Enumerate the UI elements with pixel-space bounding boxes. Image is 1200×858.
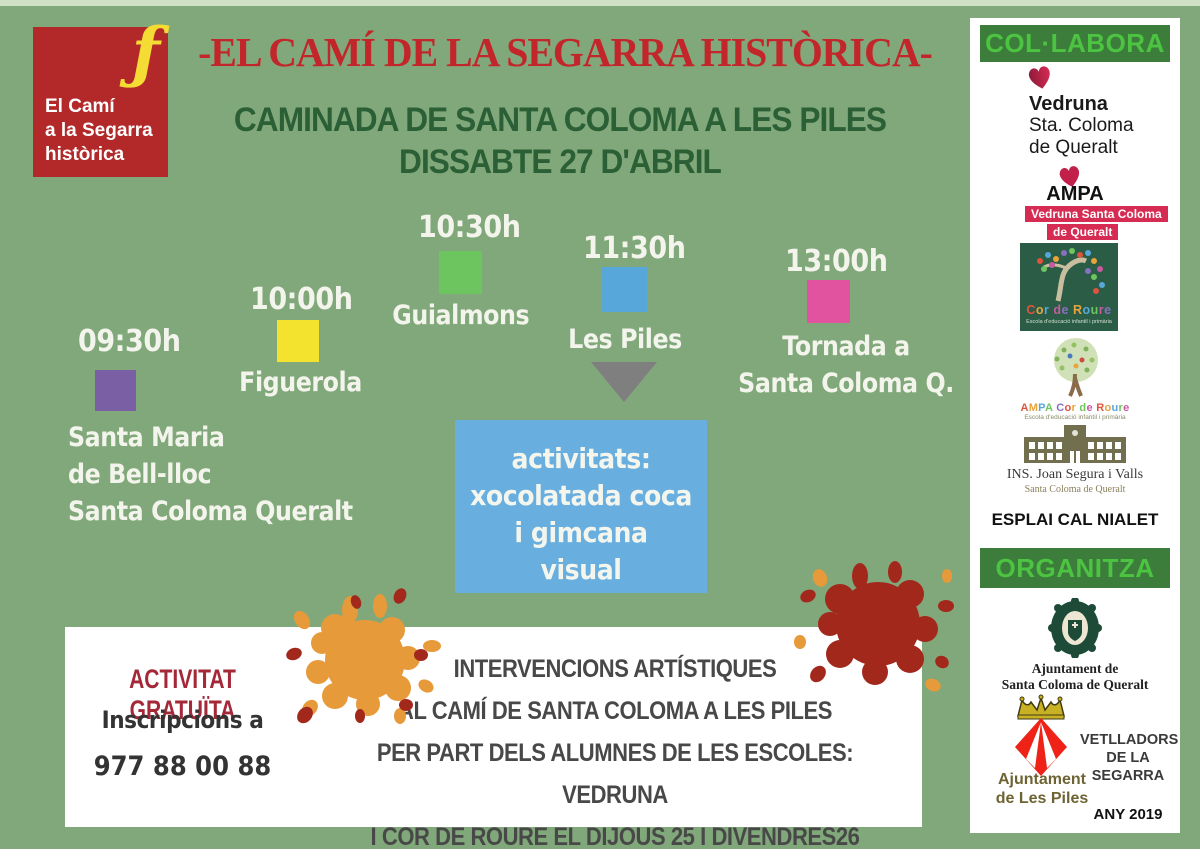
collabora-header: COL·LABORA (980, 25, 1170, 62)
top-strip (0, 0, 1200, 6)
stop-time-1000: 10:00h (250, 282, 353, 317)
poster-title: -EL CAMÍ DE LA SEGARRA HISTÒRICA- (198, 29, 933, 75)
ampa-cor-de-roure-tree-icon (1054, 338, 1098, 397)
ampa-cor-de-roure-name: AMPA Cor de Roure (1020, 402, 1130, 414)
interventions-text: INTERVENCIONS ARTÍSTIQUES AL CAMÍ DE SANT… (370, 655, 860, 851)
ampa-cor-de-roure-logo: AMPA Cor de Roure Escola d'educació infa… (990, 336, 1160, 421)
phone-number: 977 88 00 88 (93, 751, 272, 782)
year-label: ANY 2019 (1093, 806, 1163, 823)
inscriptions-label: Inscripcions a (101, 706, 264, 734)
vedruna-line2: Sta. Coloma (1029, 115, 1134, 136)
ins-subtitle: Santa Coloma de Queralt (1024, 484, 1126, 495)
cor-de-roure-name: Cor de Roure (1026, 303, 1112, 317)
stop-square-0930 (95, 370, 136, 411)
ampa-name: AMPA (1046, 183, 1104, 205)
segarra-florin-icon: ƒ (131, 13, 160, 91)
ajuntament-scq-line1: Ajuntament de (1031, 661, 1119, 676)
info-box (65, 627, 922, 827)
ampa-badge-line1: Vedruna Santa Coloma (1025, 206, 1168, 222)
organitza-header: ORGANITZA (980, 548, 1170, 588)
esplai-cal-nialet-label: ESPLAI CAL NIALET (991, 510, 1159, 529)
vedruna-logo-text: Vedruna Sta. Coloma de Queralt (1029, 93, 1134, 159)
ampa-cor-de-roure-subtitle: Escola d'educació infantil i primària (1024, 414, 1126, 421)
stop-name-tornada: Tornada a Santa Coloma Q. (738, 331, 954, 399)
ins-building-icon (1024, 425, 1126, 463)
red-paint-splat-icon (794, 561, 954, 692)
ins-name: INS. Joan Segura i Valls (1006, 467, 1144, 482)
ajuntament-scq-text: Ajuntament de Santa Coloma de Queralt (970, 661, 1180, 693)
ajuntament-les-piles-text: Ajuntament de Les Piles (982, 770, 1102, 808)
stop-time-1300: 13:00h (785, 244, 888, 279)
cor-de-roure-tree-icon (1037, 248, 1105, 302)
logo-text: El Camí a la Segarra històrica (45, 96, 153, 165)
stop-time-1130: 11:30h (583, 231, 686, 266)
stop-square-1030 (439, 251, 482, 294)
ampa-badge-line2: de Queralt (1047, 224, 1119, 240)
les-piles-shield-icon (1015, 718, 1067, 776)
ampa-heart-icon (1059, 166, 1080, 187)
cor-de-roure-subtitle: Escola d'educació infantil i primària (1026, 319, 1112, 325)
crown-icon (1017, 694, 1065, 720)
stop-name-figuerola: Figuerola (239, 367, 362, 398)
free-activity-label: ACTIVITAT GRATUÏTA (129, 664, 236, 725)
ajuntament-scq-line2: Santa Coloma de Queralt (1001, 677, 1149, 692)
vedruna-line3: de Queralt (1029, 137, 1118, 158)
vetlladors-label: VETLLADORS DE LA SEGARRA (1080, 731, 1179, 785)
orange-paint-splat-icon (286, 588, 441, 724)
activities-box: activitats: xocolatada coca i gimcana visua… (455, 420, 707, 593)
activities-text: activitats: xocolatada coca i gimcana visua… (470, 442, 692, 586)
poster-subtitle-line1: CAMINADA DE SANTA COLOMA A LES PILES (233, 101, 887, 139)
vetlladors-line3: SEGARRA (1091, 768, 1165, 784)
camino-segarra-logo: ƒ El Camí a la Segarra històrica (33, 13, 168, 177)
stop-time-0930: 09:30h (78, 324, 181, 359)
cor-de-roure-logo: Cor de Roure Escola d'educació infantil … (1020, 243, 1118, 331)
vedruna-name: Vedruna (1029, 93, 1108, 115)
stop-square-1130 (602, 267, 647, 312)
vetlladors-line2: DE LA (1106, 750, 1150, 766)
vetlladors-line1: VETLLADORS (1080, 732, 1179, 748)
ajuntament-les-piles-line2: de Les Piles (995, 790, 1089, 807)
santa-coloma-crest-icon (1048, 598, 1102, 658)
poster-subtitle-line2: DISSABTE 27 D'ABRIL (399, 143, 722, 181)
stop-time-1030: 10:30h (418, 210, 521, 245)
stop-square-1000 (277, 320, 319, 362)
stop-name-guialmons: Guialmons (392, 300, 530, 331)
stop-square-1300 (807, 280, 850, 323)
vedruna-heart-icon (1028, 66, 1050, 89)
ajuntament-les-piles-line1: Ajuntament (998, 771, 1086, 788)
partners-sidebar: COL·LABORA Vedruna Sta. Coloma de Queral… (970, 18, 1180, 833)
stop-name-santa-maria: Santa Maria de Bell-lloc Santa Coloma Quer… (68, 422, 353, 527)
stop-name-les-piles: Les Piles (568, 324, 682, 355)
arrow-down-icon (591, 362, 657, 402)
